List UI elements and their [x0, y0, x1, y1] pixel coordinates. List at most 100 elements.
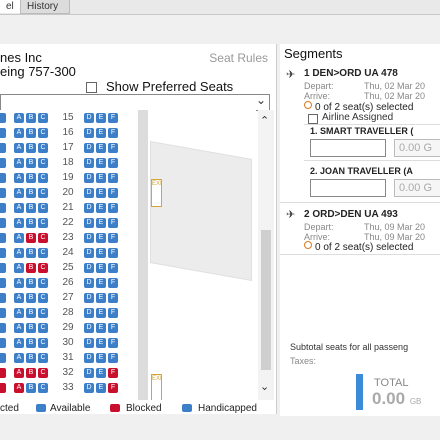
- seat-25D[interactable]: D: [84, 263, 94, 273]
- seat-15B[interactable]: B: [26, 113, 36, 123]
- seat-16D[interactable]: D: [84, 128, 94, 138]
- seat-partial[interactable]: [0, 128, 6, 138]
- seat-partial[interactable]: [0, 278, 6, 288]
- seat-29D[interactable]: D: [84, 323, 94, 333]
- seat-20B[interactable]: B: [26, 188, 36, 198]
- seat-24B[interactable]: B: [26, 248, 36, 258]
- seat-23F[interactable]: F: [108, 233, 118, 243]
- seat-partial[interactable]: [0, 233, 6, 243]
- seat-partial[interactable]: [0, 248, 6, 258]
- seat-28D[interactable]: D: [84, 308, 94, 318]
- seat-20A[interactable]: A: [14, 188, 24, 198]
- seat-26D[interactable]: D: [84, 278, 94, 288]
- seat-30E[interactable]: E: [96, 338, 106, 348]
- seat-rules-link[interactable]: Seat Rules: [209, 51, 268, 65]
- seat-18A[interactable]: A: [14, 158, 24, 168]
- seat-27C[interactable]: C: [38, 293, 48, 303]
- seat-29E[interactable]: E: [96, 323, 106, 333]
- seat-29C[interactable]: C: [38, 323, 48, 333]
- seat-partial[interactable]: [0, 218, 6, 228]
- seat-partial[interactable]: [0, 188, 6, 198]
- seat-partial[interactable]: [0, 173, 6, 183]
- seat-26B[interactable]: B: [26, 278, 36, 288]
- seat-21A[interactable]: A: [14, 203, 24, 213]
- seat-20D[interactable]: D: [84, 188, 94, 198]
- seat-33D[interactable]: D: [84, 383, 94, 393]
- tab-seat-map[interactable]: el: [0, 0, 21, 13]
- seat-30F[interactable]: F: [108, 338, 118, 348]
- seat-21C[interactable]: C: [38, 203, 48, 213]
- seat-22E[interactable]: E: [96, 218, 106, 228]
- seat-19A[interactable]: A: [14, 173, 24, 183]
- seat-17B[interactable]: B: [26, 143, 36, 153]
- chevron-down-icon[interactable]: ⌄: [260, 381, 270, 393]
- seat-22B[interactable]: B: [26, 218, 36, 228]
- seat-28F[interactable]: F: [108, 308, 118, 318]
- seat-22D[interactable]: D: [84, 218, 94, 228]
- seat-18F[interactable]: F: [108, 158, 118, 168]
- seat-28C[interactable]: C: [38, 308, 48, 318]
- traveller-2-seat-input[interactable]: [310, 179, 386, 197]
- seat-15E[interactable]: E: [96, 113, 106, 123]
- segment-2-header[interactable]: 2 ORD>DEN UA 493: [304, 209, 398, 220]
- seat-27A[interactable]: A: [14, 293, 24, 303]
- seat-22C[interactable]: C: [38, 218, 48, 228]
- seat-24E[interactable]: E: [96, 248, 106, 258]
- seat-28E[interactable]: E: [96, 308, 106, 318]
- seat-32E[interactable]: E: [96, 368, 106, 378]
- seat-16E[interactable]: E: [96, 128, 106, 138]
- seat-26F[interactable]: F: [108, 278, 118, 288]
- seat-30C[interactable]: C: [38, 338, 48, 348]
- seat-25F[interactable]: F: [108, 263, 118, 273]
- seat-31E[interactable]: E: [96, 353, 106, 363]
- seat-31F[interactable]: F: [108, 353, 118, 363]
- seat-31C[interactable]: C: [38, 353, 48, 363]
- seat-31A[interactable]: A: [14, 353, 24, 363]
- seat-25E[interactable]: E: [96, 263, 106, 273]
- seat-17F[interactable]: F: [108, 143, 118, 153]
- seat-32D[interactable]: D: [84, 368, 94, 378]
- seat-17E[interactable]: E: [96, 143, 106, 153]
- airline-assigned-checkbox[interactable]: [308, 114, 318, 124]
- seat-19F[interactable]: F: [108, 173, 118, 183]
- scrollbar-thumb[interactable]: [261, 230, 271, 370]
- seat-17C[interactable]: C: [38, 143, 48, 153]
- seat-27D[interactable]: D: [84, 293, 94, 303]
- seat-15C[interactable]: C: [38, 113, 48, 123]
- seat-partial[interactable]: [0, 338, 6, 348]
- seat-21D[interactable]: D: [84, 203, 94, 213]
- seat-30A[interactable]: A: [14, 338, 24, 348]
- seat-18E[interactable]: E: [96, 158, 106, 168]
- seat-19C[interactable]: C: [38, 173, 48, 183]
- seat-28B[interactable]: B: [26, 308, 36, 318]
- seat-31B[interactable]: B: [26, 353, 36, 363]
- seat-27F[interactable]: F: [108, 293, 118, 303]
- seat-partial[interactable]: [0, 368, 6, 378]
- seat-22F[interactable]: F: [108, 218, 118, 228]
- seat-partial[interactable]: [0, 158, 6, 168]
- seat-partial[interactable]: [0, 113, 6, 123]
- seat-23E[interactable]: E: [96, 233, 106, 243]
- seat-partial[interactable]: [0, 383, 6, 393]
- seat-partial[interactable]: [0, 353, 6, 363]
- seat-26E[interactable]: E: [96, 278, 106, 288]
- seat-18C[interactable]: C: [38, 158, 48, 168]
- seat-30B[interactable]: B: [26, 338, 36, 348]
- seat-23A[interactable]: A: [14, 233, 24, 243]
- seat-16A[interactable]: A: [14, 128, 24, 138]
- chevron-up-icon[interactable]: ⌃: [260, 115, 270, 127]
- seat-15F[interactable]: F: [108, 113, 118, 123]
- seat-33B[interactable]: B: [26, 383, 36, 393]
- seat-19E[interactable]: E: [96, 173, 106, 183]
- seat-partial[interactable]: [0, 143, 6, 153]
- seat-21B[interactable]: B: [26, 203, 36, 213]
- seat-26C[interactable]: C: [38, 278, 48, 288]
- seat-29A[interactable]: A: [14, 323, 24, 333]
- seat-partial[interactable]: [0, 263, 6, 273]
- seat-partial[interactable]: [0, 293, 6, 303]
- seat-18D[interactable]: D: [84, 158, 94, 168]
- seat-30D[interactable]: D: [84, 338, 94, 348]
- seat-20F[interactable]: F: [108, 188, 118, 198]
- seat-18B[interactable]: B: [26, 158, 36, 168]
- seat-31D[interactable]: D: [84, 353, 94, 363]
